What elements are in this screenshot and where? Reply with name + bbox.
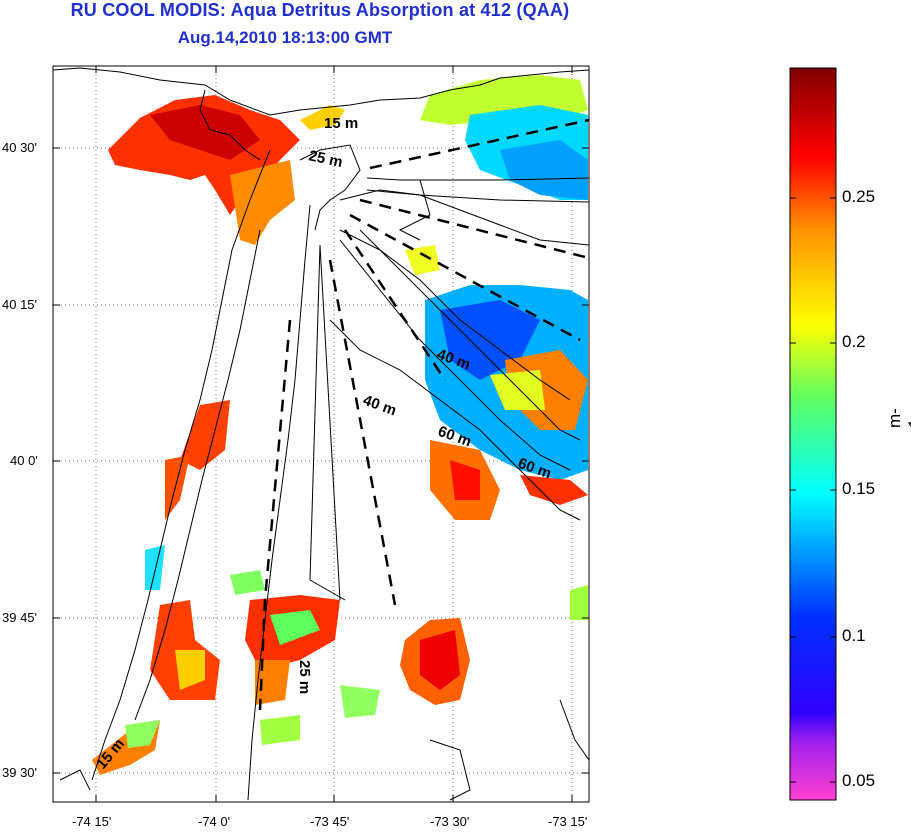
- map-subtitle: Aug.14,2010 18:13:00 GMT: [177, 28, 393, 47]
- colorbar-tick-label: 0.25: [842, 187, 876, 206]
- lon-tick-label: -73 30': [430, 814, 470, 829]
- map-title: RU COOL MODIS: Aqua Detritus Absorption …: [70, 0, 570, 20]
- colorbar-ticks: [790, 197, 836, 783]
- coastline-contours: [52, 67, 590, 801]
- isobath-label: 25 m: [296, 660, 313, 694]
- lat-tick-label: 39 30': [2, 765, 38, 780]
- colorbar: [789, 67, 837, 801]
- detritus-absorption-pixels: [92, 75, 588, 775]
- isobath-label: 25 m: [307, 147, 344, 171]
- transect-lines: [258, 118, 590, 711]
- lat-tick-label: 39 45': [2, 610, 38, 625]
- colorbar-tick-label: 0.05: [842, 771, 876, 790]
- lat-tick-label: 40 30': [2, 140, 38, 155]
- isobath-labels: 15 m 25 m 40 m 40 m 60 m 60 m 25 m 15 m: [93, 115, 554, 773]
- frame-ticks: [53, 66, 589, 802]
- colorbar-tick-label: 0.2: [842, 332, 866, 351]
- colorbar-unit: m-1: [885, 408, 911, 428]
- isobath-label: 15 m: [324, 115, 358, 132]
- lon-tick-label: -74 15': [72, 814, 112, 829]
- lon-tick-label: -74 0': [198, 814, 231, 829]
- lat-tick-label: 40 15': [2, 297, 38, 312]
- colorbar-tick-label: 0.15: [842, 479, 876, 498]
- lon-tick-label: -73 45': [310, 814, 350, 829]
- colorbar-tick-label: 0.1: [842, 626, 866, 645]
- lon-tick-label: -73 15': [548, 814, 588, 829]
- lat-tick-label: 40 0': [10, 453, 38, 468]
